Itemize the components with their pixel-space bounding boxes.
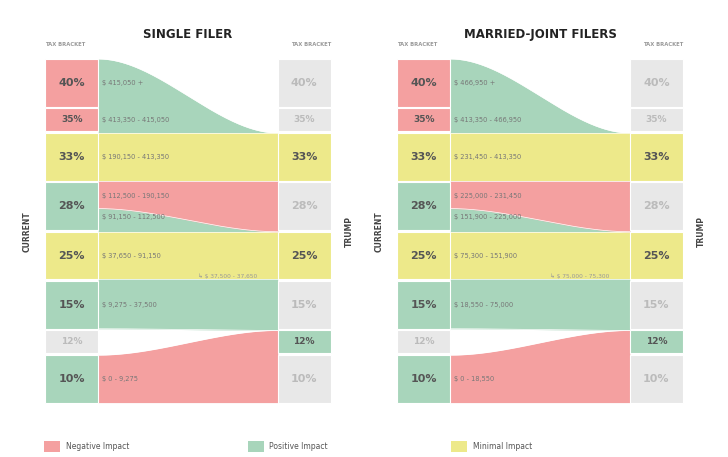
Text: 35%: 35% bbox=[413, 115, 435, 124]
Text: 10%: 10% bbox=[58, 374, 85, 384]
Bar bbox=[45, 281, 98, 329]
Bar bbox=[630, 59, 683, 106]
Text: $ 151,900 - 225,000: $ 151,900 - 225,000 bbox=[454, 214, 522, 220]
Text: 28%: 28% bbox=[291, 201, 317, 211]
Text: 12%: 12% bbox=[61, 337, 82, 346]
Text: 25%: 25% bbox=[291, 250, 317, 260]
Text: 40%: 40% bbox=[411, 78, 437, 88]
Bar bbox=[45, 232, 98, 279]
Text: $ 231,450 - 413,350: $ 231,450 - 413,350 bbox=[454, 154, 521, 160]
Text: 15%: 15% bbox=[291, 300, 317, 310]
Text: $ 18,550 - 75,000: $ 18,550 - 75,000 bbox=[454, 302, 514, 308]
Text: Negative Impact: Negative Impact bbox=[66, 442, 129, 451]
Bar bbox=[277, 59, 331, 106]
Text: ↳ $ 37,500 - 37,650: ↳ $ 37,500 - 37,650 bbox=[198, 273, 257, 279]
Text: 40%: 40% bbox=[643, 78, 670, 88]
Bar bbox=[397, 59, 451, 106]
Text: 33%: 33% bbox=[291, 152, 317, 162]
Text: $ 0 - 18,550: $ 0 - 18,550 bbox=[454, 376, 494, 382]
Text: $ 0 - 9,275: $ 0 - 9,275 bbox=[102, 376, 138, 382]
Bar bbox=[630, 330, 683, 353]
Bar bbox=[630, 355, 683, 403]
Bar bbox=[630, 281, 683, 329]
Bar bbox=[277, 108, 331, 131]
Text: 33%: 33% bbox=[58, 152, 85, 162]
Bar bbox=[277, 355, 331, 403]
Text: 12%: 12% bbox=[646, 337, 667, 346]
Text: Positive Impact: Positive Impact bbox=[269, 442, 328, 451]
Bar bbox=[45, 330, 98, 353]
Text: TAX BRACKET: TAX BRACKET bbox=[45, 43, 85, 48]
Text: $ 225,000 - 231,450: $ 225,000 - 231,450 bbox=[454, 193, 522, 199]
Bar bbox=[277, 182, 331, 230]
Text: 28%: 28% bbox=[411, 201, 437, 211]
Bar bbox=[277, 281, 331, 329]
Text: 15%: 15% bbox=[411, 300, 437, 310]
Text: $ 190,150 - 413,350: $ 190,150 - 413,350 bbox=[102, 154, 170, 160]
Bar bbox=[45, 133, 98, 181]
Text: 10%: 10% bbox=[411, 374, 437, 384]
Text: 33%: 33% bbox=[643, 152, 670, 162]
Bar bbox=[630, 133, 683, 181]
Bar bbox=[45, 355, 98, 403]
Text: 25%: 25% bbox=[643, 250, 670, 260]
Text: 35%: 35% bbox=[646, 115, 667, 124]
Text: $ 75,300 - 151,900: $ 75,300 - 151,900 bbox=[454, 253, 518, 259]
Text: 10%: 10% bbox=[291, 374, 317, 384]
Text: 28%: 28% bbox=[58, 201, 85, 211]
Text: 40%: 40% bbox=[291, 78, 317, 88]
Text: 33%: 33% bbox=[411, 152, 437, 162]
Text: $ 9,275 - 37,500: $ 9,275 - 37,500 bbox=[102, 302, 157, 308]
Text: 25%: 25% bbox=[58, 250, 85, 260]
Bar bbox=[397, 182, 451, 230]
Text: $ 415,050 +: $ 415,050 + bbox=[102, 80, 143, 86]
Bar bbox=[630, 108, 683, 131]
Text: ↳ $ 75,000 - 75,300: ↳ $ 75,000 - 75,300 bbox=[550, 273, 609, 279]
Bar bbox=[397, 281, 451, 329]
Text: TAX BRACKET: TAX BRACKET bbox=[643, 43, 683, 48]
Bar bbox=[45, 108, 98, 131]
Bar bbox=[397, 232, 451, 279]
Text: $ 466,950 +: $ 466,950 + bbox=[454, 80, 496, 86]
Bar bbox=[397, 355, 451, 403]
Text: Minimal Impact: Minimal Impact bbox=[473, 442, 532, 451]
Text: 25%: 25% bbox=[411, 250, 437, 260]
Text: $ 112,500 - 190,150: $ 112,500 - 190,150 bbox=[102, 193, 170, 199]
Bar bbox=[630, 232, 683, 279]
Bar bbox=[397, 330, 451, 353]
Text: $ 37,650 - 91,150: $ 37,650 - 91,150 bbox=[102, 253, 161, 259]
Bar bbox=[45, 182, 98, 230]
Text: 10%: 10% bbox=[643, 374, 670, 384]
Text: $ 413,350 - 466,950: $ 413,350 - 466,950 bbox=[454, 117, 522, 123]
Text: 35%: 35% bbox=[61, 115, 82, 124]
Text: 40%: 40% bbox=[58, 78, 85, 88]
Text: TAX BRACKET: TAX BRACKET bbox=[290, 43, 331, 48]
Text: SINGLE FILER: SINGLE FILER bbox=[143, 28, 232, 41]
Bar bbox=[277, 330, 331, 353]
Text: CURRENT: CURRENT bbox=[374, 211, 384, 252]
Text: 28%: 28% bbox=[643, 201, 670, 211]
Bar bbox=[277, 232, 331, 279]
Bar bbox=[397, 133, 451, 181]
Bar bbox=[277, 133, 331, 181]
Text: TAX BRACKET: TAX BRACKET bbox=[397, 43, 438, 48]
Bar bbox=[397, 108, 451, 131]
Bar bbox=[630, 182, 683, 230]
Text: TRUMP: TRUMP bbox=[344, 216, 354, 247]
Text: CURRENT: CURRENT bbox=[23, 211, 31, 252]
Text: $ 91,150 - 112,500: $ 91,150 - 112,500 bbox=[102, 214, 165, 220]
Text: 15%: 15% bbox=[643, 300, 670, 310]
Text: MARRIED-JOINT FILERS: MARRIED-JOINT FILERS bbox=[464, 28, 617, 41]
Text: 12%: 12% bbox=[293, 337, 315, 346]
Text: TRUMP: TRUMP bbox=[697, 216, 705, 247]
Text: 15%: 15% bbox=[58, 300, 85, 310]
Text: 35%: 35% bbox=[293, 115, 315, 124]
Bar bbox=[45, 59, 98, 106]
Text: 12%: 12% bbox=[413, 337, 435, 346]
Text: $ 413,350 - 415,050: $ 413,350 - 415,050 bbox=[102, 117, 170, 123]
